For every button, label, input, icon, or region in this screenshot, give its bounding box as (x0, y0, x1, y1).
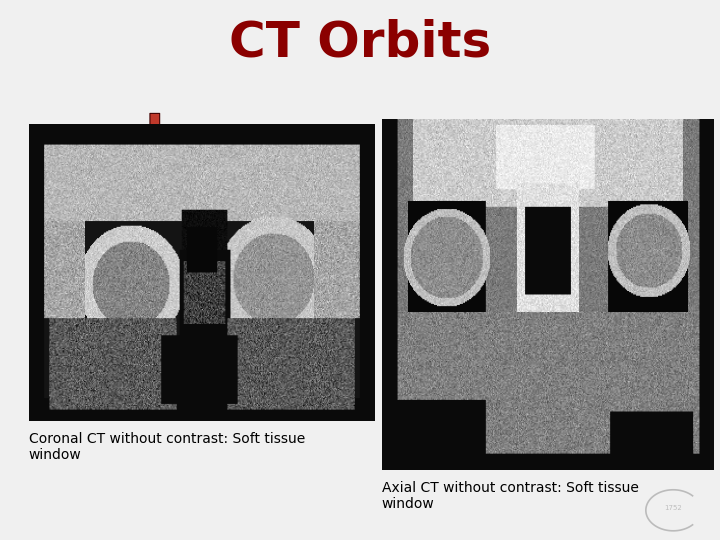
Text: Coronal CT without contrast: Soft tissue
window: Coronal CT without contrast: Soft tissue… (29, 432, 305, 462)
Text: 1752: 1752 (665, 504, 682, 511)
Text: Axial CT without contrast: Soft tissue
window: Axial CT without contrast: Soft tissue w… (382, 481, 639, 511)
Text: CT Orbits: CT Orbits (229, 19, 491, 67)
